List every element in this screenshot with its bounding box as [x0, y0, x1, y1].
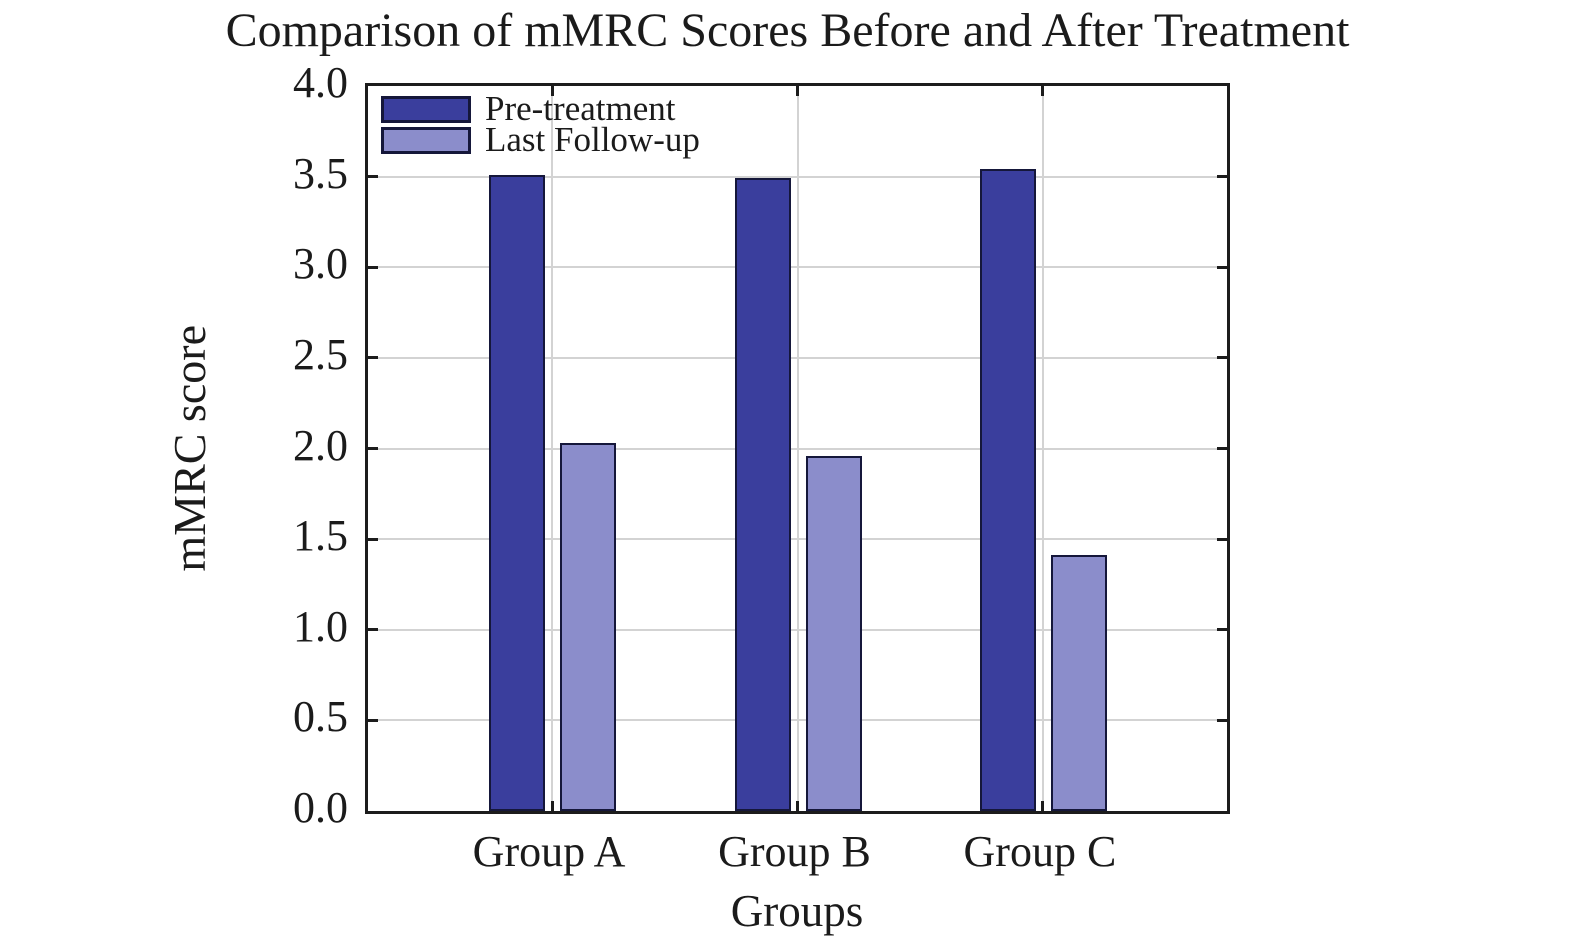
y-tick-right	[1217, 265, 1227, 269]
x-tick-top	[550, 86, 554, 96]
bar-pre-treatment-group-c	[979, 169, 1036, 811]
v-gridline	[551, 86, 554, 811]
y-tick-right	[1217, 175, 1227, 179]
y-tick-label: 4.0	[293, 58, 348, 107]
x-tick-bottom	[550, 801, 554, 811]
y-tick-left	[368, 447, 378, 450]
y-tick-left	[368, 265, 378, 269]
y-tick-label: 1.5	[293, 511, 348, 561]
y-tick-label: 2.0	[293, 420, 348, 470]
x-tick-label: Group A	[472, 827, 626, 876]
v-gridline	[796, 86, 799, 811]
y-tick-label: 1.0	[293, 601, 348, 651]
legend-label: Last Follow-up	[485, 120, 700, 159]
bar-last-follow-up-group-c	[1050, 555, 1107, 811]
y-tick-left	[368, 537, 378, 541]
x-tick-top	[796, 86, 799, 96]
y-tick-left	[368, 175, 378, 179]
plot-area: Pre-treatment Last Follow-up	[365, 83, 1230, 814]
y-tick-label: 0.0	[293, 783, 348, 832]
y-tick-label: 2.5	[293, 329, 348, 379]
v-gridline	[1041, 86, 1044, 811]
legend-row: Pre-treatment	[381, 89, 676, 128]
legend-label: Pre-treatment	[485, 89, 676, 128]
x-tick-label: Group B	[718, 827, 871, 876]
chart-title: Comparison of mMRC Scores Before and Aft…	[225, 4, 1350, 57]
bar-pre-treatment-group-b	[734, 178, 791, 811]
legend-swatch-last-follow-up	[381, 126, 471, 154]
y-tick-right	[1217, 628, 1227, 632]
x-tick-top	[1041, 86, 1045, 96]
y-tick-label: 3.5	[293, 148, 348, 198]
y-tick-label: 0.5	[293, 692, 348, 742]
x-tick-label: Group C	[963, 827, 1117, 876]
y-tick-right	[1217, 356, 1227, 360]
y-tick-left	[368, 628, 378, 632]
y-tick-right	[1217, 537, 1227, 541]
x-tick-bottom	[796, 801, 799, 811]
y-tick-right	[1217, 718, 1227, 722]
legend-swatch-pre-treatment	[381, 95, 471, 123]
y-tick-label: 3.0	[293, 239, 348, 289]
legend-row: Last Follow-up	[381, 120, 700, 159]
y-tick-right	[1217, 447, 1227, 450]
x-axis-label: Groups	[730, 886, 864, 936]
bar-pre-treatment-group-a	[489, 174, 546, 811]
bar-last-follow-up-group-b	[805, 455, 862, 811]
y-tick-left	[368, 356, 378, 360]
x-tick-bottom	[1041, 801, 1045, 811]
y-tick-left	[368, 718, 378, 722]
bar-last-follow-up-group-a	[560, 443, 617, 811]
